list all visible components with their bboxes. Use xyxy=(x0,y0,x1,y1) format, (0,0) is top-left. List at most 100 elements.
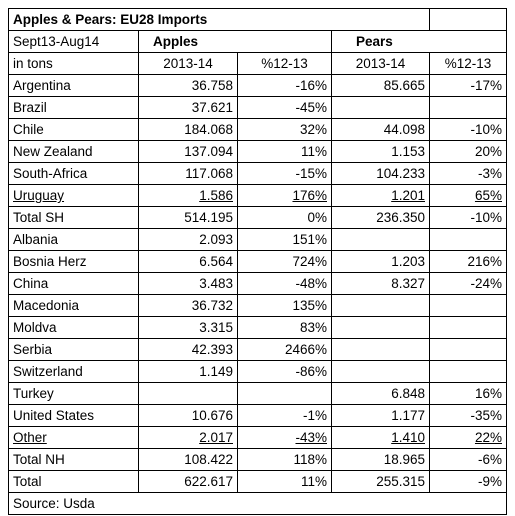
country-cell-text: Other xyxy=(13,430,47,445)
pears-pct-cell-text: -24% xyxy=(470,276,502,291)
apples-value-cell: 3.315 xyxy=(138,316,238,339)
table-row: Albania 2.093 151% xyxy=(8,228,507,251)
country-cell: Chile xyxy=(8,118,139,141)
apples-pct-cell: 11% xyxy=(237,470,332,493)
table-row: China 3.483 -48% 8.327 -24% xyxy=(8,272,507,295)
apples-value-cell-text: 36.732 xyxy=(191,298,233,313)
pears-value-cell: 1.153 xyxy=(331,140,430,163)
apples-value-cell: 36.732 xyxy=(138,294,238,317)
apples-pct-cell: -16% xyxy=(237,74,332,97)
apples-value-cell-text: 184.068 xyxy=(184,122,233,137)
pears-pct-cell: -24% xyxy=(429,272,507,295)
pears-pct-cell: -9% xyxy=(429,470,507,493)
pears-pct-cell: 20% xyxy=(429,140,507,163)
table-row: Macedonia 36.732 135% xyxy=(8,294,507,317)
apples-pct-cell-text: -86% xyxy=(295,364,327,379)
table-row: Total SH 514.195 0% 236.350 -10% xyxy=(8,206,507,229)
pears-value-cell: 1.177 xyxy=(331,404,430,427)
pears-value-cell: 44.098 xyxy=(331,118,430,141)
pears-pct-cell-text: -10% xyxy=(470,210,502,225)
table-row: Total NH 108.422 118% 18.965 -6% xyxy=(8,448,507,471)
pears-pct-cell xyxy=(429,96,507,119)
pears-pct-cell-text: -35% xyxy=(470,408,502,423)
pears-pct-cell: -10% xyxy=(429,118,507,141)
apples-value-cell-text: 6.564 xyxy=(199,254,233,269)
header-row-2: in tons 2013-14 %12-13 2013-14 %12-13 xyxy=(8,52,507,75)
apples-value-cell: 117.068 xyxy=(138,162,238,185)
pears-value-cell xyxy=(331,294,430,317)
apples-pct-cell: -43% xyxy=(237,426,332,449)
table-row: South-Africa 117.068 -15% 104.233 -3% xyxy=(8,162,507,185)
pears-value-cell-text: 104.233 xyxy=(376,166,425,181)
apples-pct-cell: 176% xyxy=(237,184,332,207)
pears-value-cell-text: 6.848 xyxy=(391,386,425,401)
apples-pct-cell-text: 118% xyxy=(293,452,327,467)
country-cell-text: Turkey xyxy=(13,386,54,401)
apples-value-cell: 137.094 xyxy=(138,140,238,163)
apples-pct-cell-text: -16% xyxy=(295,78,327,93)
apples-pct-cell-text: 11% xyxy=(300,474,327,489)
pears-pct-cell-text: 65% xyxy=(474,188,502,203)
apples-value-cell-text: 2.093 xyxy=(199,232,233,247)
country-cell: Albania xyxy=(8,228,139,251)
apples-value-cell-text: 10.676 xyxy=(191,408,233,423)
pears-pct-cell: 16% xyxy=(429,382,507,405)
imports-table: Apples & Pears: EU28 Imports Sept13-Aug1… xyxy=(8,8,507,515)
apples-value-cell-text: 3.315 xyxy=(199,320,233,335)
pears-value-cell xyxy=(331,338,430,361)
pears-pct-cell-text: -6% xyxy=(477,452,502,467)
pears-value-cell xyxy=(331,228,430,251)
pears-value-cell: 18.965 xyxy=(331,448,430,471)
apples-value-cell-text: 37.621 xyxy=(191,100,233,115)
table-row: Moldva 3.315 83% xyxy=(8,316,507,339)
table-row: Uruguay 1.586 176% 1.201 65% xyxy=(8,184,507,207)
pears-value-cell-text: 1.177 xyxy=(391,408,425,423)
pears-value-cell xyxy=(331,96,430,119)
apples-pct-cell-text: 151% xyxy=(292,232,327,247)
apples-pct-cell-text: -43% xyxy=(295,430,327,445)
pears-value-cell-text: 44.098 xyxy=(383,122,425,137)
pears-pct-header: %12-13 xyxy=(429,52,507,75)
apples-pct-cell: 11% xyxy=(237,140,332,163)
apples-pct-cell-text: 2466% xyxy=(284,342,327,357)
country-cell-text: Uruguay xyxy=(13,188,65,203)
apples-pct-cell: -86% xyxy=(237,360,332,383)
apples-pct-cell-text: 724% xyxy=(292,254,327,269)
country-cell-text: China xyxy=(13,276,49,291)
apples-value-cell-text: 42.393 xyxy=(191,342,233,357)
table-row: New Zealand 137.094 11% 1.153 20% xyxy=(8,140,507,163)
title-row: Apples & Pears: EU28 Imports xyxy=(8,8,507,31)
table-row: Switzerland 1.149 -86% xyxy=(8,360,507,383)
table-row: Brazil 37.621 -45% xyxy=(8,96,507,119)
country-cell-text: Serbia xyxy=(13,342,53,357)
apples-pct-cell-text: 176% xyxy=(292,188,327,203)
table-row: Total 622.617 11% 255.315 -9% xyxy=(8,470,507,493)
pears-pct-cell xyxy=(429,316,507,339)
apples-value-cell: 6.564 xyxy=(138,250,238,273)
pears-pct-cell-text: 22% xyxy=(474,430,502,445)
pears-pct-cell xyxy=(429,294,507,317)
pears-pct-cell: -17% xyxy=(429,74,507,97)
pears-value-cell: 255.315 xyxy=(331,470,430,493)
pears-value-cell: 6.848 xyxy=(331,382,430,405)
pears-value-cell-text: 18.965 xyxy=(383,452,425,467)
apples-pct-cell-text: -1% xyxy=(302,408,327,423)
apples-pct-cell-text: 83% xyxy=(299,320,327,335)
apples-pct-cell-text: 11% xyxy=(300,144,327,159)
country-cell-text: Bosnia Herz xyxy=(13,254,87,269)
country-cell-text: Total NH xyxy=(13,452,65,467)
country-cell-text: Brazil xyxy=(13,100,47,115)
apples-value-cell-text: 514.195 xyxy=(184,210,233,225)
pears-pct-cell-text: -9% xyxy=(477,474,502,489)
pears-pct-cell: -35% xyxy=(429,404,507,427)
pears-pct-cell-text: -10% xyxy=(470,122,502,137)
country-cell-text: Switzerland xyxy=(13,364,83,379)
apples-value-cell-text: 3.483 xyxy=(199,276,233,291)
country-cell: New Zealand xyxy=(8,140,139,163)
apples-value-cell: 2.093 xyxy=(138,228,238,251)
apples-value-cell-text: 108.422 xyxy=(184,452,233,467)
pears-value-cell: 85.665 xyxy=(331,74,430,97)
apples-pct-cell-text: -15% xyxy=(295,166,327,181)
country-cell: South-Africa xyxy=(8,162,139,185)
apples-value-cell: 3.483 xyxy=(138,272,238,295)
